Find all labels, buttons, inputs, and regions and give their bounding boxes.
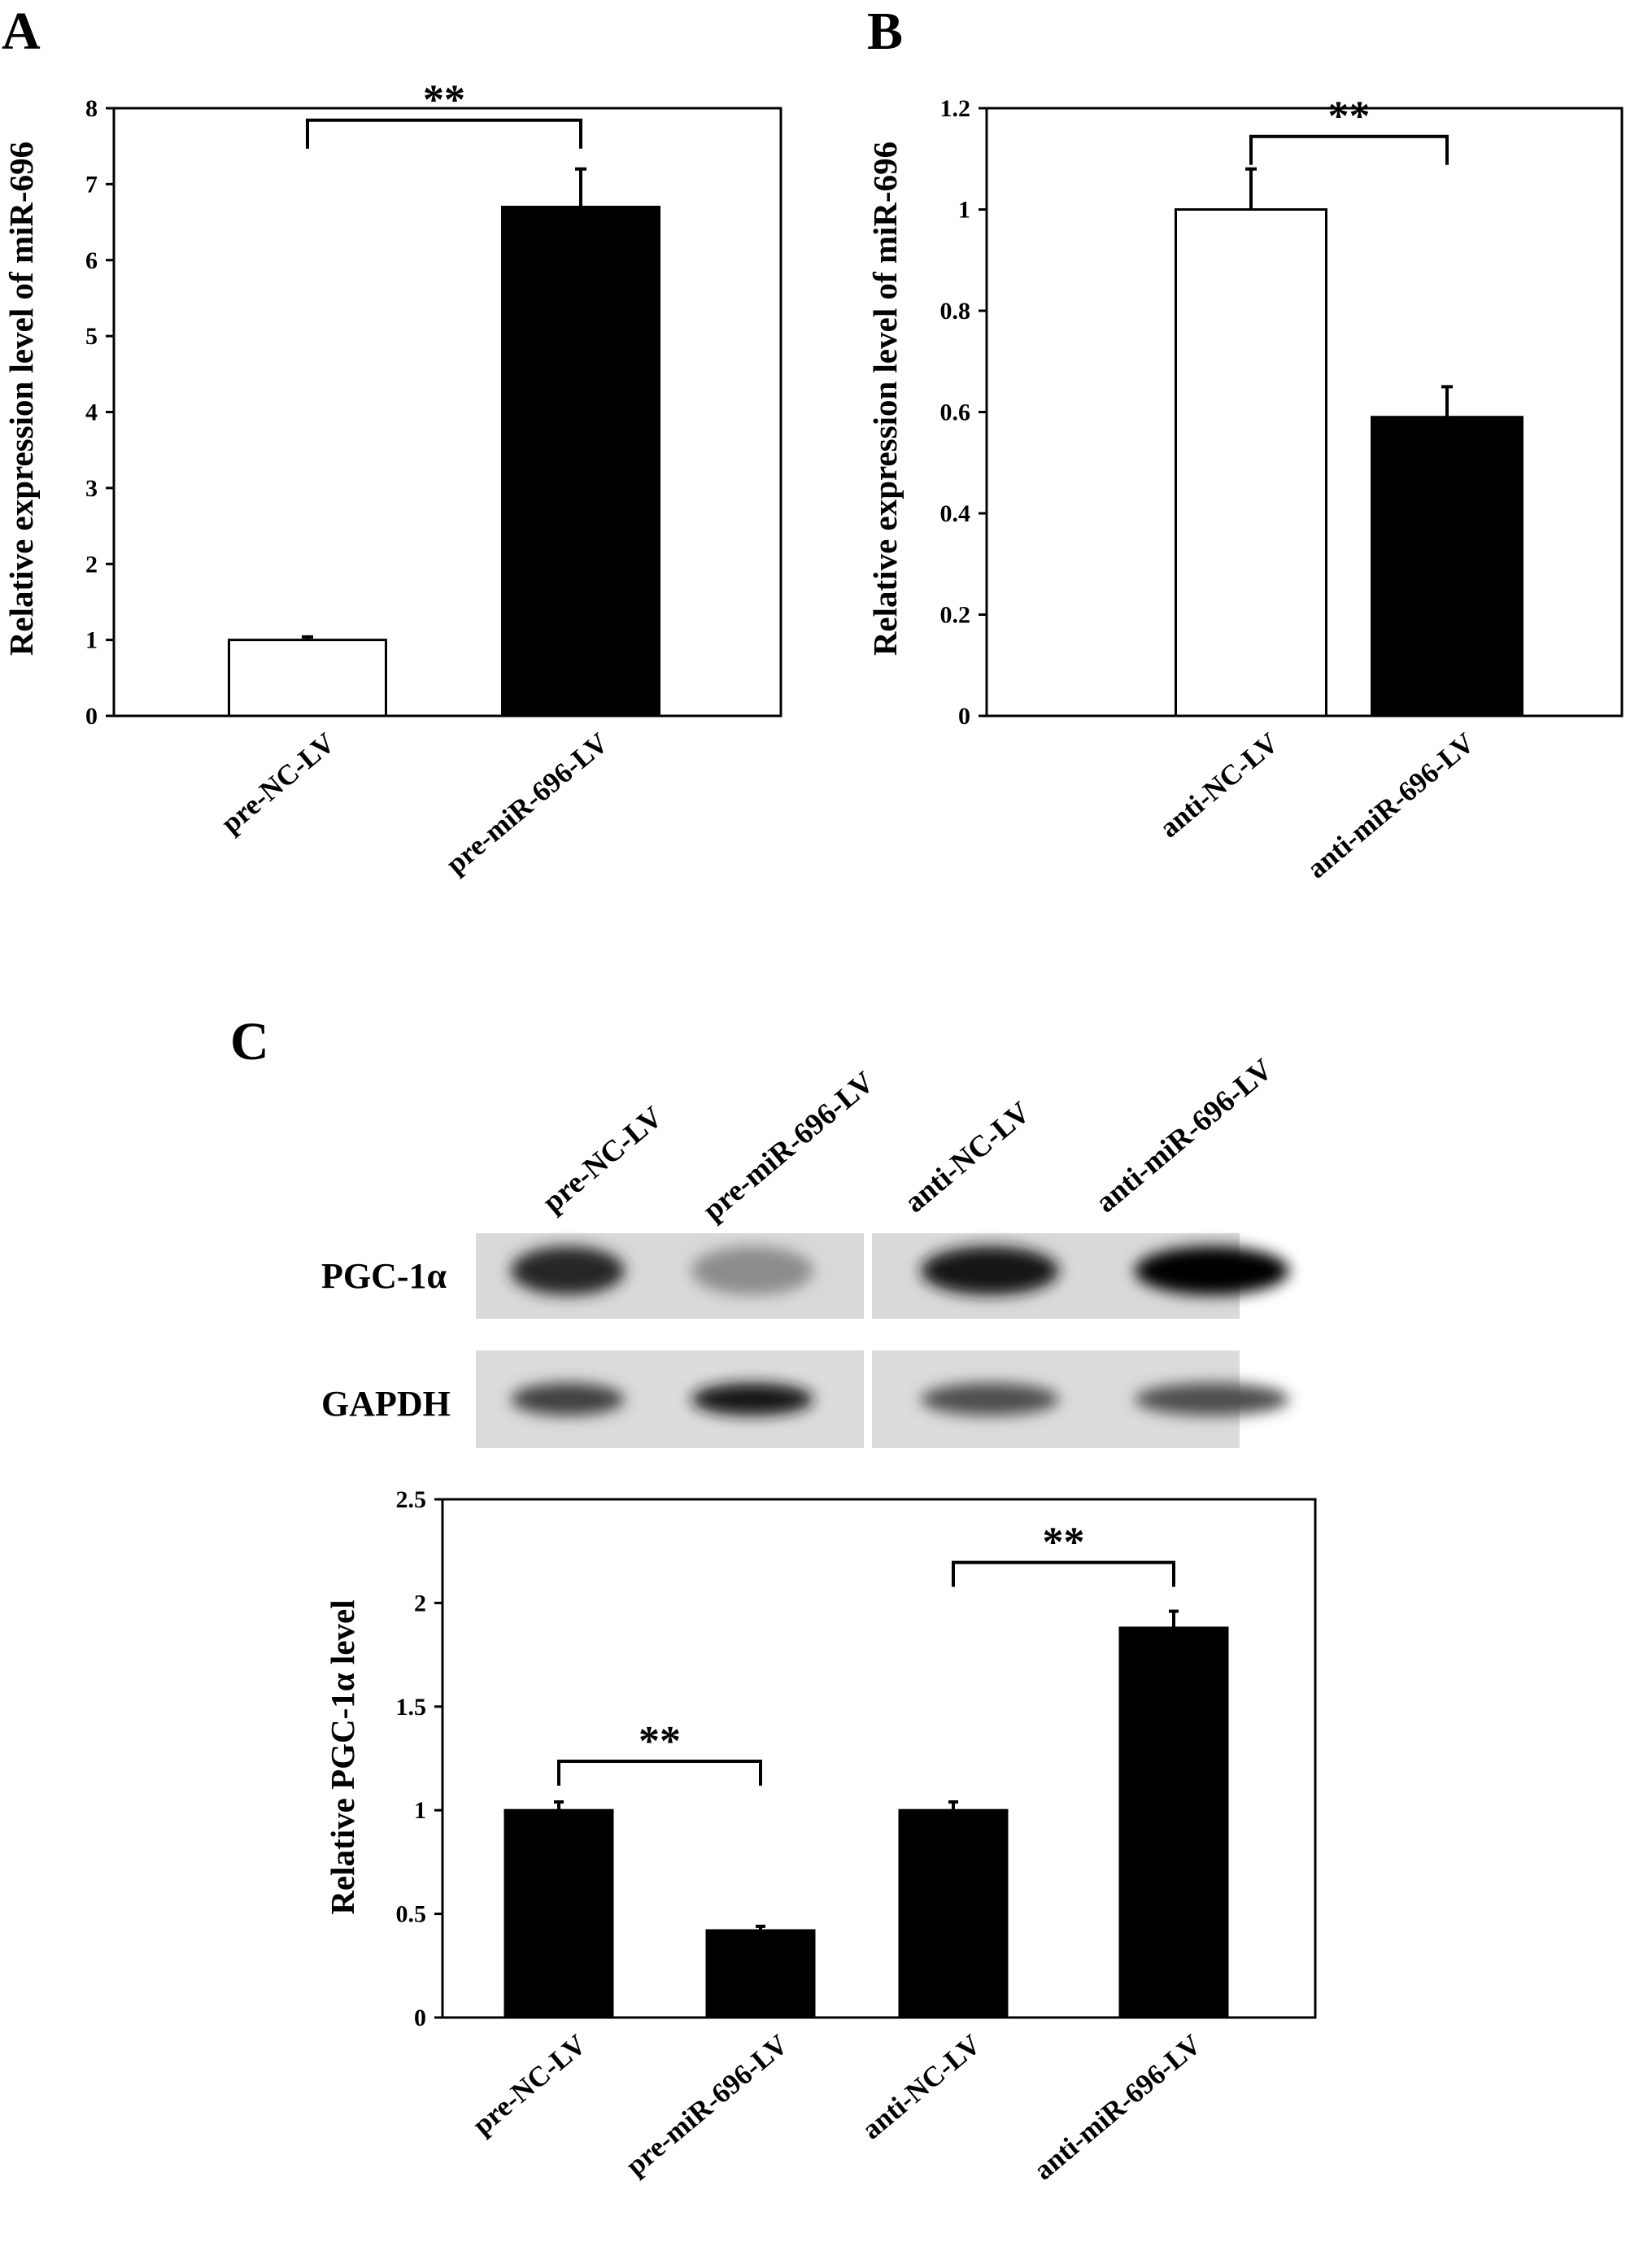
chart-b-bar [1371, 416, 1523, 718]
blot-band-pgc1a-lane-1 [511, 1246, 625, 1295]
chart-a-y-tick-label: 2 [85, 551, 98, 578]
chart-a-y-tick-label: 4 [85, 399, 98, 426]
blot-band-gapdh-lane-2 [691, 1383, 813, 1416]
western-blot: pre-NC-LV pre-miR-696-LV anti-NC-LV anti… [321, 1053, 1289, 1448]
panel-letter-a: A [2, 2, 41, 61]
blot-row-label-gapdh: GAPDH [321, 1384, 451, 1424]
blot-lane-label-4: anti-miR-696-LV [1089, 1053, 1279, 1219]
chart-c-y-tick-label: 2.5 [396, 1486, 427, 1513]
chart-c-y-tick-label: 2 [414, 1590, 426, 1616]
chart-b-significance-bracket [1249, 134, 1449, 165]
blot-lane-label-3: anti-NC-LV [898, 1096, 1036, 1219]
chart-c-category-label: anti-NC-LV [856, 2028, 987, 2145]
chart-c-bar [503, 1808, 614, 2019]
chart-a-y-tick-label: 3 [85, 475, 98, 502]
chart-b-y-tick-label: 1.2 [940, 95, 971, 122]
chart-a-y-tick-label: 0 [85, 703, 98, 730]
chart-b: 0 0.2 0.4 0.6 0.8 1 1.2 Relative expression lev… [866, 94, 1624, 884]
chart-c-significance-label: ** [1043, 1520, 1085, 1566]
chart-c-significance-label: ** [639, 1718, 681, 1765]
chart-c-plot-frame [441, 1498, 1317, 2019]
panel-letter-c: C [230, 1012, 269, 1071]
chart-c-y-tick-label: 0.5 [396, 1901, 427, 1928]
chart-b-y-tick-label: 0 [958, 703, 970, 730]
chart-c-significance-bracket [952, 1560, 1175, 1587]
chart-a-category-label: pre-NC-LV [215, 726, 341, 840]
chart-b-y-tick-label: 0.4 [940, 500, 971, 527]
blot-band-gapdh-lane-3 [921, 1383, 1059, 1416]
chart-b-y-tick-label: 0.2 [940, 602, 971, 629]
blot-row-label-pgc1a: PGC-1α [321, 1256, 447, 1296]
chart-c-category-label: pre-miR-696-LV [620, 2028, 794, 2182]
chart-c-category-label: pre-NC-LV [466, 2028, 592, 2141]
blot-band-pgc1a-lane-2 [691, 1246, 813, 1295]
chart-c-y-tick-label: 1 [414, 1797, 426, 1824]
chart-a-y-tick-label: 7 [85, 171, 98, 198]
chart-a-bar [228, 639, 387, 718]
chart-b-y-tick-label: 0.8 [940, 298, 971, 325]
chart-c: 0 0.5 1 1.5 2 2.5 Relative PGC-1α level pre-NC-… [324, 1486, 1317, 2186]
chart-b-category-label: anti-miR-696-LV [1301, 726, 1480, 884]
chart-a: 0 1 2 3 4 5 6 7 8 Relative expression level of mi… [2, 77, 782, 880]
chart-c-bar [1118, 1626, 1229, 2019]
chart-c-y-tick-label: 0 [414, 2005, 426, 2031]
blot-lane-label-2: pre-miR-696-LV [696, 1066, 881, 1228]
chart-c-bar [898, 1808, 1009, 2019]
chart-c-y-tick-label: 1.5 [396, 1694, 427, 1721]
blot-lane-label-1: pre-NC-LV [536, 1100, 669, 1219]
chart-b-significance-label: ** [1328, 94, 1371, 140]
chart-c-category-label: anti-miR-696-LV [1027, 2028, 1207, 2186]
chart-b-y-tick-label: 1 [958, 197, 970, 224]
chart-b-bar [1175, 208, 1327, 718]
chart-a-y-axis-label: Relative expression level of miR-696 [2, 142, 40, 656]
chart-a-y-tick-label: 1 [85, 627, 98, 654]
chart-a-plot-frame [112, 107, 782, 718]
chart-b-y-tick-label: 0.6 [940, 399, 971, 426]
chart-c-significance-bracket [557, 1760, 762, 1786]
chart-a-y-tick-label: 6 [85, 247, 98, 274]
chart-b-y-axis-label: Relative expression level of miR-696 [866, 142, 904, 656]
panel-letter-b: B [867, 2, 903, 61]
blot-band-gapdh-lane-1 [511, 1383, 625, 1416]
chart-c-y-axis-label: Relative PGC-1α level [324, 1599, 361, 1914]
chart-a-y-tick-label: 5 [85, 323, 98, 350]
chart-a-y-tick-label: 8 [85, 95, 98, 122]
chart-a-category-label: pre-miR-696-LV [440, 726, 614, 880]
blot-band-pgc1a-lane-4 [1135, 1246, 1289, 1295]
blot-band-gapdh-lane-4 [1135, 1383, 1289, 1416]
chart-a-significance-label: ** [423, 77, 465, 124]
chart-b-category-label: anti-NC-LV [1153, 726, 1284, 844]
chart-a-significance-bracket [306, 118, 582, 149]
chart-c-bar [705, 1929, 816, 2019]
chart-a-bar [501, 205, 660, 718]
blot-band-pgc1a-lane-3 [921, 1246, 1059, 1295]
